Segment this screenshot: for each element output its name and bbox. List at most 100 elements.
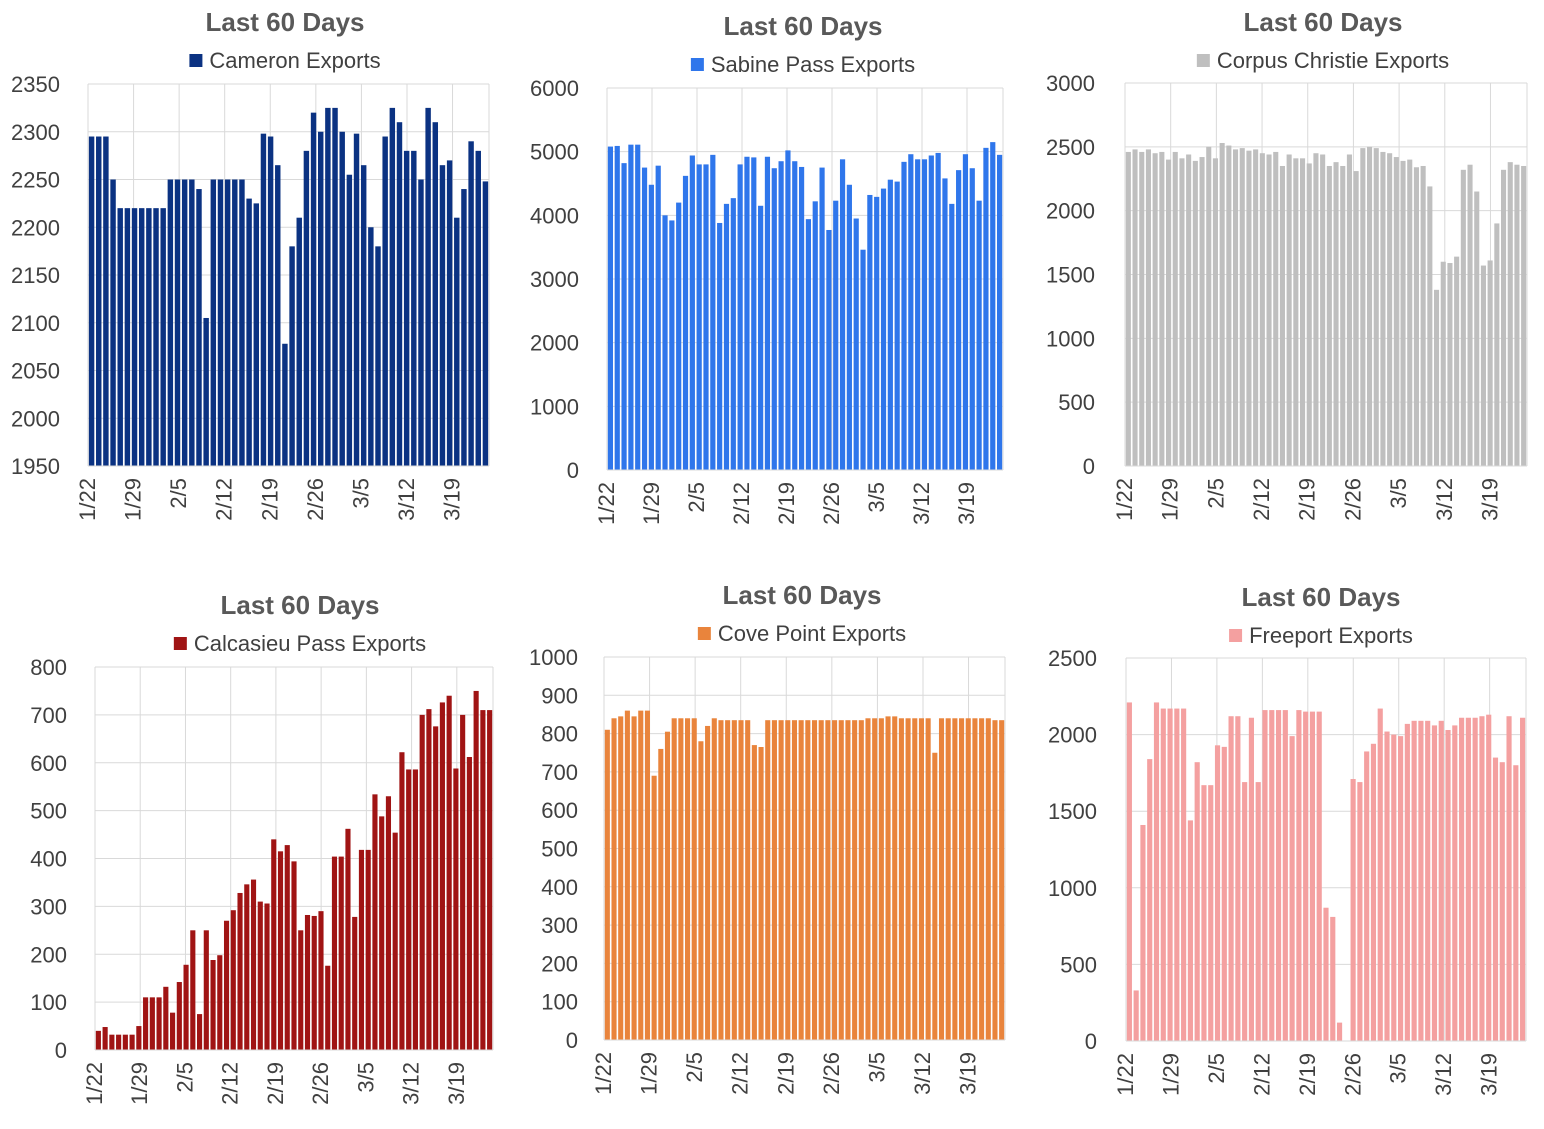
freeport-bar [1187,820,1193,1041]
corpus-christie-bar [1494,223,1500,466]
cove-point-legend-swatch [697,627,711,640]
freeport-bar [1174,708,1180,1041]
cameron-bar [138,208,145,466]
sabine-pass-bar [662,215,668,470]
sabine-pass-bar [607,146,614,470]
freeport-bar [1248,717,1254,1041]
cove-point-bar [671,718,677,1040]
freeport-bar [1472,717,1478,1041]
cove-point-bar [631,716,637,1040]
freeport-bar [1255,782,1261,1041]
corpus-christie-bar [1246,150,1252,466]
freeport-y-tick-label: 0 [1085,1029,1097,1054]
calcasieu-pass-y-tick-label: 800 [30,655,67,680]
cameron-bar [318,131,324,466]
corpus-christie-bar [1434,289,1440,466]
cove-point-bar [658,748,664,1040]
calcasieu-pass-bar [129,1034,135,1050]
cove-point-bar [718,720,724,1040]
cove-point-bar [758,747,764,1040]
sabine-pass-bar [867,194,873,470]
cameron-bar [461,189,467,467]
cameron-bar [196,189,202,467]
calcasieu-pass-bar [277,851,284,1050]
calcasieu-pass-bar [358,849,365,1050]
cove-point-y-tick-label: 300 [541,913,578,938]
sabine-pass-y-tick-label: 5000 [530,140,579,165]
sabine-pass-bar [826,229,832,470]
cove-point-bar [638,710,644,1040]
corpus-christie-bar [1467,164,1473,466]
corpus-christie-bar [1132,149,1138,466]
cove-point-x-tick-label: 2/19 [773,1052,798,1095]
calcasieu-pass-bar [143,997,149,1050]
corpus-christie-x-tick-label: 3/12 [1432,478,1457,521]
sabine-pass-x-tick-label: 1/22 [594,482,619,525]
cameron-bar [174,179,181,466]
cameron-bar [210,179,217,466]
calcasieu-pass-bar [271,839,277,1050]
freeport-bar [1126,702,1132,1041]
calcasieu-pass-bar [136,1026,142,1050]
freeport-bar [1181,708,1187,1041]
freeport-bar [1262,710,1268,1041]
calcasieu-pass-bar [480,710,486,1050]
sabine-pass-bar [641,167,648,470]
freeport-bar [1391,734,1397,1041]
cove-point-bar [731,720,737,1040]
calcasieu-pass-bar [345,828,351,1050]
cove-point-bar [711,718,717,1040]
corpus-christie-x-tick-label: 1/29 [1158,478,1183,521]
calcasieu-pass-y-tick-label: 300 [30,894,67,919]
corpus-christie-bar [1179,158,1185,466]
freeport-x-tick-label: 2/26 [1340,1053,1365,1096]
freeport-bar [1438,720,1444,1041]
sabine-pass-bar [990,142,996,470]
calcasieu-pass-bar [223,920,230,1050]
corpus-christie-y-tick-label: 2000 [1046,199,1095,224]
corpus-christie-y-tick-label: 3000 [1046,71,1095,96]
sabine-pass-x-tick-label: 3/5 [864,482,889,513]
cameron-bar [160,208,166,466]
cameron-y-tick-label: 2050 [11,359,60,384]
calcasieu-pass-bar [102,1027,108,1050]
cameron-bar [360,165,367,466]
corpus-christie-x-tick-label: 1/22 [1112,478,1137,521]
freeport-x-tick-label: 2/12 [1249,1053,1274,1096]
calcasieu-pass-bar [352,916,358,1050]
corpus-christie-bar [1172,151,1178,466]
sabine-pass-bar [908,154,914,470]
sabine-pass-bar [901,161,907,470]
cameron-bar [403,150,410,466]
cameron-bar [282,343,288,466]
sabine-pass-bar [723,203,730,470]
sabine-pass-bar [880,188,887,470]
cameron-bar [232,179,238,466]
corpus-christie-bar [1514,164,1520,466]
cameron-x-tick-label: 3/19 [440,478,465,521]
corpus-christie-bar [1333,162,1339,466]
corpus-christie-legend-swatch [1196,54,1210,67]
calcasieu-pass-bar [419,714,425,1051]
cameron-y-tick-label: 2350 [11,72,60,97]
sabine-pass-bar [956,170,962,470]
cameron-bar [246,198,252,466]
corpus-christie-bar [1326,165,1332,467]
cove-point-bar [858,720,864,1040]
corpus-christie-bar [1125,151,1131,466]
cove-point-bar [798,720,804,1040]
freeport-bar [1486,714,1492,1041]
calcasieu-pass-bar [439,702,445,1050]
calcasieu-pass-bar [109,1034,115,1050]
freeport-bar [1214,745,1221,1041]
corpus-christie-bar [1320,154,1326,467]
corpus-christie-x-tick-label: 2/5 [1203,478,1228,509]
cove-point-bar [972,718,978,1040]
calcasieu-pass-bar [284,845,290,1050]
corpus-christie-bar [1440,261,1446,466]
cameron-bar [146,208,152,466]
cameron-bar [332,107,338,467]
calcasieu-pass-bar [291,861,297,1050]
freeport-bar [1221,746,1227,1041]
cameron-x-tick-label: 1/22 [75,478,100,521]
